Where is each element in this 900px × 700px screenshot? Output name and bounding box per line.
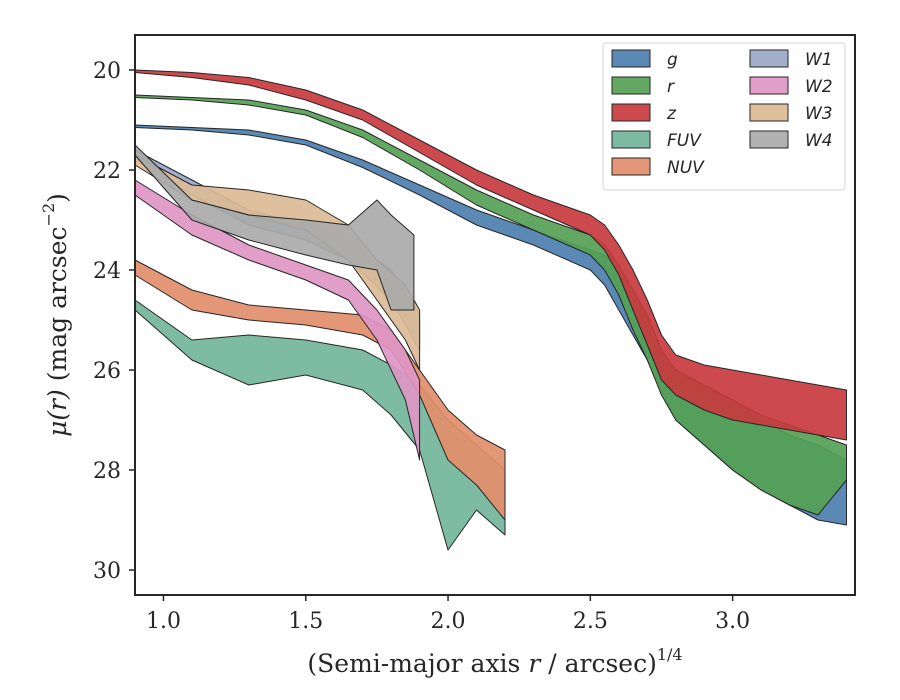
y-tick-label: 22: [93, 159, 121, 184]
x-tick-label: 1.5: [288, 609, 323, 634]
y-axis-label: μ(r) (mag arcsec−2): [39, 193, 72, 437]
legend-label-g: g: [667, 50, 678, 70]
legend-label-w2: W2: [805, 77, 833, 97]
legend-swatch-w2: [749, 76, 789, 95]
legend-label-fuv: FUV: [667, 131, 702, 151]
x-axis-ticks: 1.0 1.5 2.0 2.5 3.0: [146, 595, 750, 634]
y-tick-label: 20: [93, 59, 121, 84]
band-fuv: [134, 299, 506, 551]
legend-swatch-nuv: [611, 157, 651, 176]
x-axis-label: (Semi-major axis r / arcsec)1/4: [307, 645, 682, 678]
band-r: [134, 94, 847, 516]
legend-label-z: z: [666, 104, 677, 124]
band-nuv: [134, 259, 506, 521]
legend-swatch-g: [611, 49, 651, 68]
band-w2: [134, 179, 421, 461]
band-z: [134, 69, 847, 441]
legend-swatch-w1: [749, 49, 789, 68]
legend-swatch-r: [611, 76, 651, 95]
legend-label-nuv: NUV: [667, 158, 705, 178]
series-bands: [134, 69, 847, 551]
legend-swatch-z: [611, 103, 651, 122]
y-tick-label: 28: [93, 459, 121, 484]
y-tick-label: 26: [93, 359, 121, 384]
legend-swatch-fuv: [611, 130, 651, 149]
plot-frame: [134, 34, 856, 596]
legend-label-r: r: [667, 77, 675, 97]
legend-swatch-w3: [749, 103, 789, 122]
x-tick-label: 2.5: [573, 609, 608, 634]
x-tick-label: 3.0: [715, 609, 750, 634]
y-axis-ticks: 20 22 24 26 28 30: [93, 59, 135, 584]
x-tick-label: 1.0: [146, 609, 181, 634]
legend-label-w1: W1: [805, 50, 833, 70]
legend-label-w4: W4: [805, 131, 833, 151]
y-tick-label: 24: [93, 259, 121, 284]
y-tick-label: 30: [93, 559, 121, 584]
legend-label-w3: W3: [805, 104, 833, 124]
band-w4: [134, 144, 415, 311]
x-tick-label: 2.0: [431, 609, 466, 634]
legend-swatch-w4: [749, 130, 789, 149]
legend: grz FUV NUV W1 W2 W3 W4: [602, 42, 846, 191]
